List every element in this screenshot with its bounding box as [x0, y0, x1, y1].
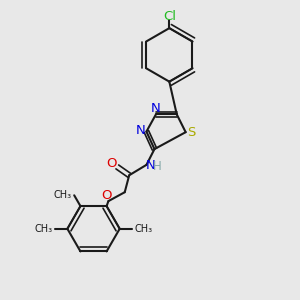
Text: O: O — [101, 189, 112, 202]
Text: S: S — [187, 126, 195, 139]
Text: H: H — [153, 160, 162, 172]
Text: CH₃: CH₃ — [34, 224, 52, 234]
Text: CH₃: CH₃ — [54, 190, 72, 200]
Text: Cl: Cl — [163, 10, 176, 23]
Text: CH₃: CH₃ — [134, 224, 153, 234]
Text: O: O — [107, 158, 117, 170]
Text: N: N — [146, 159, 155, 172]
Text: N: N — [151, 103, 161, 116]
Text: N: N — [136, 124, 146, 136]
